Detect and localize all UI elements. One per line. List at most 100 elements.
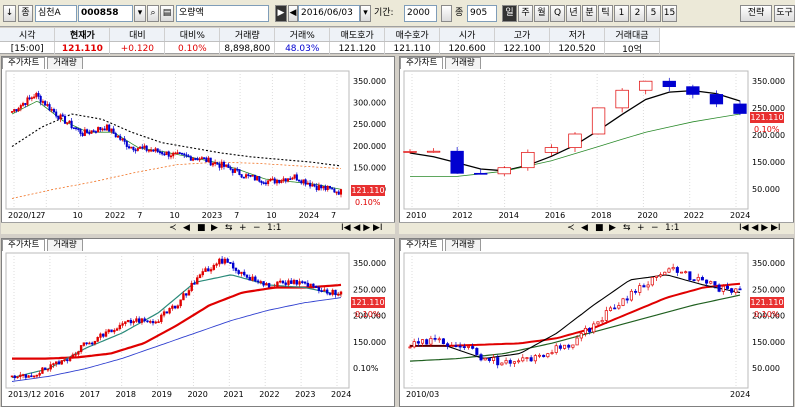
candle-body: [256, 280, 260, 283]
dropdown-icon[interactable]: ▾: [134, 5, 146, 22]
chart-tabs: 주가차트 거래량: [400, 57, 483, 70]
strip-nav-icons[interactable]: I◀ ◀ ▶ ▶I: [341, 223, 383, 233]
chart-tab-1[interactable]: 거래량: [445, 239, 481, 251]
search-icon[interactable]: ⌕: [147, 5, 159, 22]
candle-body: [328, 292, 332, 295]
chart-panel-top-left[interactable]: 주가차트 거래량 2020/12 7 10 2022 7 10 2023 7 10 2024 7 350.…: [1, 56, 395, 234]
candle-body: [679, 271, 684, 274]
candle-body: [264, 182, 267, 185]
candle-body: [591, 107, 606, 135]
calendar-icon[interactable]: ▾: [360, 5, 371, 22]
chart-tab-0[interactable]: 주가차트: [2, 57, 46, 69]
chart-panel-bottom-right[interactable]: 주가차트 거래량 2010/03 2024 350.000 250.000 200.000 1…: [399, 238, 794, 407]
candle-body: [74, 353, 77, 356]
strip-control-5[interactable]: +: [637, 223, 645, 233]
strip-control-3[interactable]: ▶: [609, 223, 616, 233]
chart-tabs: 주가차트 거래량: [2, 57, 85, 70]
chart-tab-1[interactable]: 거래량: [47, 57, 83, 69]
scroll-strip-left[interactable]: ≺ ◀ ■ ▶ ⇆ + −1:1 I◀ ◀ ▶ ▶I: [1, 222, 395, 234]
prev-date-icon[interactable]: ▶: [275, 5, 287, 22]
strip-control-3[interactable]: ▶: [211, 223, 218, 233]
period-button-8[interactable]: 2: [630, 5, 645, 22]
strip-control-0[interactable]: ≺: [169, 223, 177, 233]
down-arrow-icon[interactable]: ↓: [3, 5, 16, 22]
candle-body: [227, 164, 230, 168]
period-button-5[interactable]: 분: [582, 5, 597, 22]
strip-control-2[interactable]: ■: [595, 223, 604, 233]
candle-body: [136, 148, 139, 151]
period-input[interactable]: 2000: [404, 5, 437, 22]
chart-tab-0[interactable]: 주가차트: [2, 239, 46, 251]
strip-control-6[interactable]: −: [253, 223, 261, 233]
plot-area: [5, 70, 350, 210]
candle-body: [646, 284, 650, 288]
quote-header-5: 거래%: [274, 28, 331, 42]
chart-panel-top-right[interactable]: 주가차트 거래량 2010 2012 2014 2016 2018 2020 2022 2024 3…: [399, 56, 794, 234]
candle-body: [270, 286, 274, 289]
period-button-6[interactable]: 틱: [598, 5, 613, 22]
strip-control-7[interactable]: 1:1: [665, 223, 680, 233]
period-button-2[interactable]: 월: [534, 5, 549, 22]
period-button-1[interactable]: 주: [518, 5, 533, 22]
candle-body: [99, 127, 102, 130]
x-tick-label: 2018: [116, 390, 136, 399]
chart-tab-1[interactable]: 거래량: [445, 57, 481, 69]
candle-body: [119, 135, 122, 140]
moving-average-line: [410, 274, 741, 359]
scroll-strip-right[interactable]: ≺ ◀ ■ ▶ ⇆ + −1:1 I◀ ◀ ▶ ▶I: [399, 222, 794, 234]
period-button-9[interactable]: 5: [646, 5, 661, 22]
code-input[interactable]: 000858: [78, 5, 133, 22]
strip-control-0[interactable]: ≺: [567, 223, 575, 233]
tool-button[interactable]: 도구: [774, 5, 795, 22]
y-tick-label: 50.000: [752, 185, 780, 194]
strip-control-6[interactable]: −: [651, 223, 659, 233]
candle-body: [26, 97, 29, 105]
market-select[interactable]: 심천A: [35, 5, 77, 22]
chart-tab-1[interactable]: 거래량: [47, 239, 83, 251]
quote-value-0: [15:00]: [0, 41, 56, 55]
moving-average-line: [11, 297, 342, 382]
candle-body: [408, 346, 412, 349]
candle-body: [721, 285, 725, 292]
next-date-icon[interactable]: ◀: [288, 5, 298, 22]
strip-control-1[interactable]: ◀: [183, 223, 190, 233]
change-percent-label: 0.10%: [754, 125, 780, 134]
checkbox-icon[interactable]: [441, 5, 452, 22]
candle-body: [27, 375, 30, 378]
list-icon[interactable]: ▤: [160, 5, 174, 22]
moving-average-line: [410, 113, 741, 177]
period-button-7[interactable]: 1: [614, 5, 629, 22]
candle-body: [86, 129, 89, 133]
period-button-4[interactable]: 년: [566, 5, 581, 22]
candle-body: [550, 352, 554, 354]
candle-body: [71, 354, 75, 358]
candle-body: [127, 146, 131, 149]
candle-body: [629, 290, 633, 301]
count-input[interactable]: 905: [467, 5, 497, 22]
chart-panel-bottom-left[interactable]: 주가차트 거래량 2013/12 2016 2017 2018 2019 2020 2021 20…: [1, 238, 395, 407]
candle-body: [337, 191, 340, 195]
strip-nav-icons[interactable]: I◀ ◀ ▶ ▶I: [739, 223, 781, 233]
quote-value-11: 10억: [604, 41, 661, 55]
candle-body: [24, 374, 28, 378]
date-input[interactable]: 2016/06/03: [298, 5, 360, 22]
quote-header-7: 매수호가: [384, 28, 441, 42]
strategy-button[interactable]: 전략: [740, 5, 772, 22]
strip-control-7[interactable]: 1:1: [267, 223, 282, 233]
chart-tab-0[interactable]: 주가차트: [400, 57, 444, 69]
y-tick-label: 200.000: [353, 312, 386, 321]
period-button-10[interactable]: 15: [662, 5, 677, 22]
jong-button[interactable]: 종: [18, 5, 33, 22]
strip-control-4[interactable]: ⇆: [623, 223, 631, 233]
chart-tab-0[interactable]: 주가차트: [400, 239, 444, 251]
period-button-0[interactable]: 일: [502, 5, 517, 22]
strip-control-5[interactable]: +: [239, 223, 247, 233]
candle-body: [686, 86, 700, 95]
strip-control-2[interactable]: ■: [197, 223, 206, 233]
strip-control-1[interactable]: ◀: [581, 223, 588, 233]
x-tick-label: 7: [331, 211, 336, 220]
candle-body: [132, 146, 135, 151]
period-button-3[interactable]: Q: [550, 5, 565, 22]
candle-body: [72, 127, 75, 130]
strip-control-4[interactable]: ⇆: [225, 223, 233, 233]
